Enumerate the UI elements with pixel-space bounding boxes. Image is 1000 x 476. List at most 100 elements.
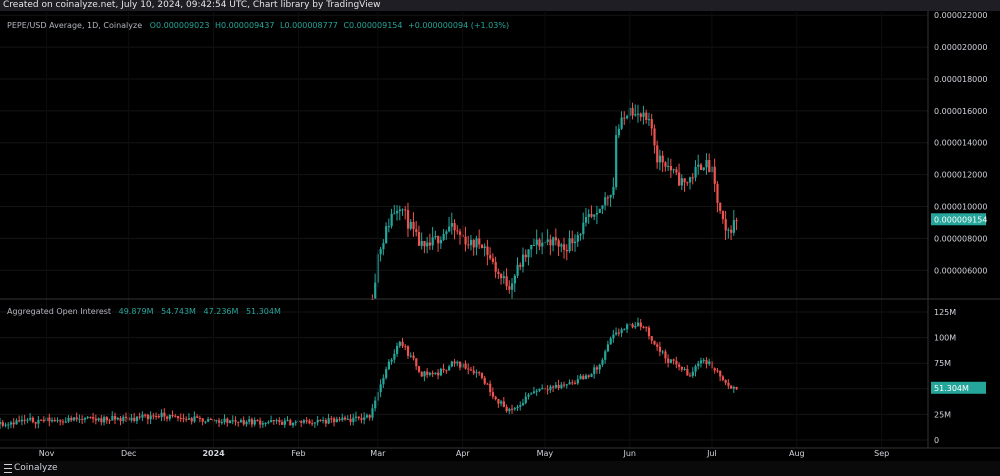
candle-body [311, 423, 314, 425]
candle-body [182, 418, 185, 420]
candle-body [472, 370, 475, 374]
candle-body [92, 417, 95, 419]
y-tick-label: 0.000010000 [934, 203, 987, 212]
candle-body [519, 405, 522, 407]
candle-body [61, 421, 65, 423]
candle-body [530, 244, 533, 250]
candle-body [708, 160, 711, 173]
candle-body [428, 372, 432, 375]
price-last-label-bg [931, 213, 986, 226]
candle-body [283, 420, 286, 425]
candle-body [563, 384, 566, 386]
candle-body [552, 237, 555, 246]
candle-body [601, 359, 604, 365]
candle-body [59, 420, 62, 422]
header-text: Created on coinalyze.net, July 10, 2024,… [3, 0, 381, 10]
oi-legend-v4: 51.304M [245, 307, 281, 316]
candle-body [642, 112, 645, 117]
candle-body [532, 391, 536, 394]
candle-body [409, 355, 412, 357]
candle-body [450, 361, 453, 367]
candle-body [702, 167, 705, 170]
candle-body [549, 386, 552, 390]
candle-body [683, 368, 686, 370]
candle-body [669, 166, 673, 171]
candle-body [382, 243, 385, 250]
candle-body [595, 367, 599, 370]
candle-body [354, 416, 358, 418]
candle-body [352, 417, 355, 422]
candle-body [448, 226, 451, 232]
x-tick-label: Feb [291, 449, 305, 458]
candle-body [396, 345, 399, 354]
candle-body [0, 422, 2, 425]
candle-body [12, 422, 15, 425]
candle-body [124, 416, 128, 418]
price-legend-change: +0.000000094 (+1.03%) [408, 21, 510, 30]
candle-body [289, 420, 292, 426]
candle-body [678, 364, 681, 367]
candle-body [469, 239, 473, 246]
candle-body [511, 283, 514, 290]
candle-body [469, 369, 473, 371]
candle-body [467, 368, 470, 370]
candle-body [500, 274, 503, 279]
candle-body [330, 418, 333, 420]
candle-body [554, 384, 558, 388]
candle-body [396, 211, 399, 214]
candle-body [308, 420, 311, 424]
price-legend: PEPE/USD Average, 1D, Coinalyze O0.00000… [7, 21, 509, 30]
candle-body [231, 420, 234, 422]
candle-body [26, 419, 29, 421]
candle-body [541, 242, 544, 247]
candle-body [196, 416, 199, 418]
candle-body [456, 361, 459, 364]
candle-body [193, 416, 196, 422]
candle-body [56, 420, 59, 422]
candle-body [187, 418, 191, 420]
candle-body [639, 113, 642, 117]
candle-body [341, 417, 344, 421]
oi-legend: Aggregated Open Interest 49.879M 54.743M… [7, 307, 281, 316]
candle-body [494, 261, 497, 272]
candle-body [697, 164, 700, 167]
candle-body [190, 418, 193, 422]
candle-body [672, 359, 675, 361]
x-tick-label: Mar [370, 449, 386, 458]
candle-body [313, 422, 317, 424]
candle-body [702, 360, 705, 362]
candle-body [220, 422, 223, 424]
candle-body [647, 119, 651, 121]
candle-body [694, 166, 697, 178]
candle-body [634, 114, 637, 116]
candle-body [398, 209, 401, 212]
candle-body [133, 417, 136, 421]
candle-body [612, 187, 615, 196]
candle-body [300, 420, 303, 423]
candle-body [636, 322, 640, 326]
candle-body [406, 210, 410, 229]
candle-body [568, 382, 571, 385]
candle-body [415, 229, 418, 232]
candle-body [324, 420, 328, 424]
candle-body [72, 417, 76, 421]
candle-body [691, 177, 694, 179]
candle-body [634, 325, 637, 328]
menu-icon[interactable] [4, 464, 12, 473]
candle-body [615, 135, 618, 188]
candle-body [316, 419, 319, 423]
candle-body [579, 233, 582, 236]
candle-body [209, 419, 213, 421]
candle-body [163, 412, 166, 417]
candle-body [223, 418, 226, 423]
candle-body [713, 368, 716, 371]
candle-body [667, 166, 670, 168]
candle-body [344, 417, 347, 420]
price-pane: 0.000006000 0.000008000 0.000010000 0.00001… [0, 11, 987, 300]
candle-body [423, 241, 426, 247]
candle-body [264, 422, 267, 424]
candle-body [724, 219, 727, 231]
candle-body [237, 421, 240, 423]
candle-body [631, 324, 634, 328]
